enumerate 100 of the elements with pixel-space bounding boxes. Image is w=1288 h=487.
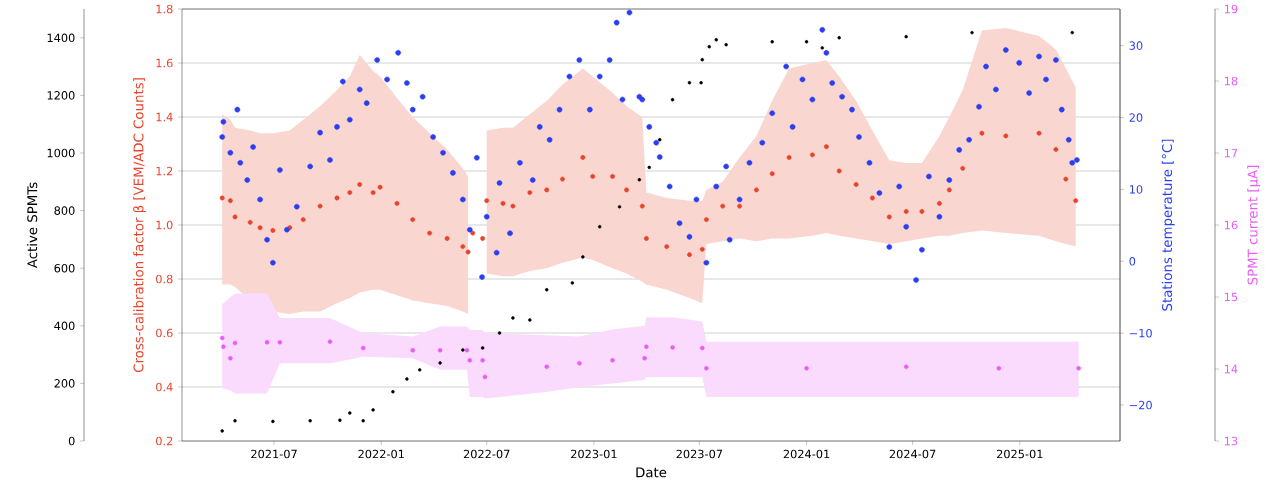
point (598, 224, 602, 229)
y2-tick-label: 30 (1129, 41, 1143, 50)
point (480, 358, 485, 363)
point (1053, 147, 1059, 152)
point (228, 355, 233, 361)
point (570, 281, 575, 285)
point (264, 340, 270, 345)
x-tick-label: 2023-01 (571, 449, 617, 459)
y-tick-label: 0.4 (156, 382, 173, 392)
point (770, 40, 774, 44)
point (560, 176, 565, 182)
point (464, 348, 470, 353)
point (904, 34, 908, 39)
x-axis-title: Date (636, 467, 667, 478)
point (357, 182, 363, 187)
point (544, 187, 550, 193)
point (658, 138, 662, 142)
point (510, 203, 516, 209)
point (703, 217, 709, 223)
y-tick-label: 1.4 (156, 112, 173, 122)
point (219, 335, 225, 341)
point (270, 228, 276, 233)
point (465, 249, 471, 255)
point (394, 201, 400, 206)
point (687, 252, 692, 258)
x-tick-label: 2024-07 (889, 449, 936, 459)
y2-tick-label: −20 (1129, 400, 1152, 410)
point (714, 38, 718, 42)
y-tick-label: 1.2 (156, 166, 173, 176)
point (257, 225, 263, 231)
point (484, 198, 490, 204)
point (1036, 130, 1042, 136)
point (232, 340, 238, 346)
point (936, 201, 942, 206)
point (610, 358, 615, 363)
point (769, 171, 775, 177)
point (348, 411, 352, 415)
y-tick-label: 1200 (47, 91, 75, 100)
point (786, 155, 792, 160)
point (317, 203, 323, 209)
point (233, 419, 237, 423)
y2-tick-label: 19 (1224, 4, 1238, 14)
y2-tick-label: 18 (1224, 76, 1238, 86)
point (391, 390, 395, 394)
point (647, 165, 651, 170)
point (1063, 176, 1069, 182)
point (820, 46, 825, 50)
point (370, 190, 376, 196)
point (438, 361, 442, 365)
point (724, 42, 728, 47)
point (221, 344, 226, 349)
y-axis-title: Active SPMTs (26, 182, 38, 269)
point (405, 377, 409, 381)
y2-tick-label: 0 (1129, 257, 1136, 266)
y2-axis-title: SPMT current [µA] (1247, 165, 1261, 285)
point (804, 366, 809, 371)
point (300, 217, 306, 223)
point (919, 209, 925, 214)
point (338, 418, 342, 422)
y2-tick-label: −10 (1129, 328, 1152, 338)
point (639, 203, 645, 209)
point (1076, 366, 1081, 371)
y-tick-label: 1.8 (156, 4, 173, 14)
point (410, 348, 415, 353)
x-tick-label: 2024-01 (783, 449, 830, 459)
point (227, 198, 233, 204)
point (544, 364, 549, 370)
point (528, 318, 532, 322)
x-tick-label: 2023-07 (676, 449, 723, 459)
point (886, 214, 892, 220)
point (624, 187, 629, 193)
y-tick-label: 400 (54, 321, 75, 331)
point (1073, 198, 1079, 204)
y2-tick-label: 16 (1224, 220, 1238, 230)
y-tick-label: 0.6 (156, 328, 173, 338)
point (720, 203, 726, 209)
x-tick-label: 2025-01 (996, 449, 1043, 459)
point (544, 288, 549, 292)
y-tick-label: 1.0 (156, 220, 173, 230)
point (699, 246, 705, 252)
x-tick-label: 2022-07 (463, 449, 510, 459)
point (707, 44, 711, 49)
point (704, 366, 709, 371)
point (219, 195, 225, 201)
point (1003, 133, 1009, 139)
point (377, 184, 383, 190)
point (960, 165, 966, 171)
y-axis-title: Cross-calibration factor β [VEM/ADC Counts] (133, 78, 147, 373)
point (334, 195, 340, 201)
point (371, 408, 375, 412)
point (467, 358, 473, 363)
point (970, 30, 974, 35)
point (737, 203, 742, 209)
y2-tick-label: 15 (1224, 292, 1238, 302)
point (823, 144, 829, 150)
point (580, 155, 586, 160)
point (869, 195, 875, 201)
point (511, 316, 515, 320)
point (700, 57, 705, 62)
y2-tick-label: 17 (1224, 148, 1238, 158)
